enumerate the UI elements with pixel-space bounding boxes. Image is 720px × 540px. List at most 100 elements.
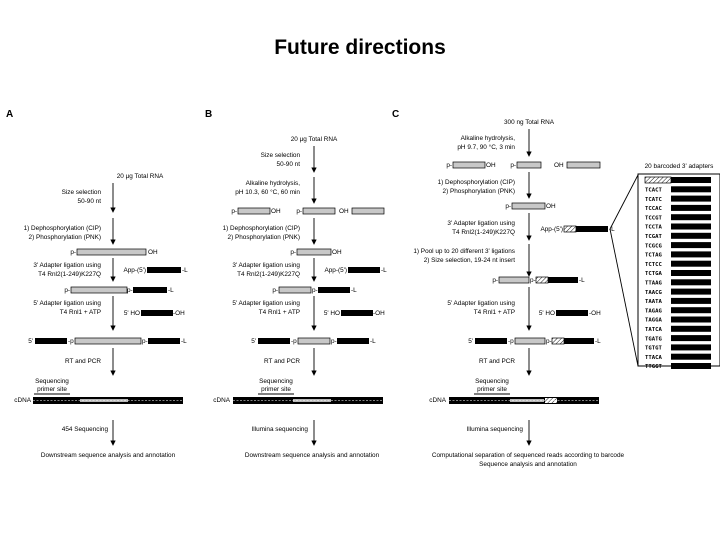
adapter-3-block — [348, 267, 380, 273]
rna-insert — [296, 248, 332, 256]
adapter-3-block — [147, 267, 181, 273]
barcode-sequence: TAATA — [645, 299, 662, 305]
barcode-adapter-block — [671, 186, 711, 193]
label-ho5: 5' HO — [539, 310, 555, 317]
panel-b: B 20 μg Total RNA Size selection 50-90 n… — [205, 109, 387, 459]
barcode-callout-line — [609, 228, 639, 367]
panel-b-rtpcr: RT and PCR — [264, 358, 300, 365]
label-oh: OH — [271, 208, 281, 215]
full-construct: 5' -p p- -L — [468, 337, 601, 345]
barcode-adapter-block — [671, 195, 711, 202]
rna-insert — [452, 161, 486, 169]
panel-c-primer-2: primer site — [477, 386, 507, 393]
barcode-adapter-block — [671, 223, 711, 230]
label-l: -L — [182, 267, 188, 274]
panel-a-dephos-1: 1) Dephosphorylation (CIP) — [24, 225, 101, 232]
panel-b-input: 20 μg Total RNA — [291, 136, 338, 143]
label-p: p- — [312, 287, 318, 294]
barcode-block — [551, 337, 565, 345]
panel-a-analysis: Downstream sequence analysis and annotat… — [41, 452, 176, 459]
rna-insert — [297, 337, 331, 345]
panel-c-dephos-2: 2) Phosphorylation (PNK) — [443, 188, 515, 195]
label-ho5: 5' HO — [324, 310, 340, 317]
cdna-duplex: cDNA — [213, 397, 383, 404]
adapter-5-block — [141, 310, 173, 316]
label-p: p- — [70, 249, 76, 256]
panel-c-input: 300 ng Total RNA — [504, 119, 555, 126]
rna-insert — [511, 202, 546, 210]
barcode-sequence: TCTAG — [645, 253, 662, 259]
rna-insert — [70, 286, 128, 294]
panel-c-hydro-1: Alkaline hydrolysis, — [461, 135, 516, 142]
adapter-5: 5' HO -OH — [124, 310, 185, 317]
panel-b-adapter5-1: 5' Adapter ligation using — [232, 300, 300, 307]
panel-c-adapter5-2: T4 Rnl1 + ATP — [474, 309, 515, 316]
adapter-5-block — [35, 338, 67, 344]
panel-a-size-sel-2: 50-90 nt — [78, 198, 102, 205]
barcode-adapter-block — [671, 279, 711, 286]
rna-insert — [74, 337, 142, 345]
panel-c-dephos-1: 1) Dephosphorylation (CIP) — [438, 179, 515, 186]
barcode-adapter-block — [671, 260, 711, 267]
label-oh: OH — [148, 249, 158, 256]
label-p: p- — [290, 249, 296, 256]
panel-a-input: 20 μg Total RNA — [117, 173, 164, 180]
barcode-adapter-block — [671, 288, 711, 295]
label-p: -p — [68, 338, 74, 345]
adapter-3-block — [564, 338, 594, 344]
cdna-duplex: cDNA — [429, 397, 599, 404]
rna-fragment: p- OH — [505, 202, 556, 210]
barcode-sequence: TTGGT — [645, 364, 662, 370]
label-cdna: cDNA — [14, 397, 31, 404]
panel-b-adapter3-1: 3' Adapter ligation using — [232, 262, 300, 269]
label-l: -L — [181, 338, 187, 345]
panel-b-dephos-2: 2) Phosphorylation (PNK) — [228, 234, 300, 241]
label-p: p- — [505, 203, 511, 210]
adapter-3: App-(5') -L — [324, 267, 387, 274]
rna-insert — [498, 276, 530, 284]
rna-insert — [76, 248, 147, 256]
barcode-adapter-block — [671, 270, 711, 276]
panel-a-adapter3-1: 3' Adapter ligation using — [33, 262, 101, 269]
barcode-sequence: TTAAG — [645, 281, 662, 287]
barcode-adapter-block — [671, 232, 711, 239]
barcode-block — [535, 276, 549, 284]
panel-b-analysis: Downstream sequence analysis and annotat… — [245, 452, 380, 459]
panel-b-primer-1: Sequencing — [259, 378, 293, 385]
label-p: p- — [492, 277, 498, 284]
panel-b-primer-2: primer site — [261, 386, 291, 393]
adapter-3-block — [148, 338, 180, 344]
label-p: p- — [510, 162, 516, 169]
panel-a-seq: 454 Sequencing — [62, 426, 109, 433]
panel-a-primer-2: primer site — [37, 386, 67, 393]
panel-c-seq: Illumina sequencing — [467, 426, 524, 433]
label-5prime: 5' — [251, 338, 256, 345]
full-construct: 5' -p p- -L — [251, 337, 376, 345]
barcode-sequence: TCTGA — [645, 271, 662, 277]
barcode-adapter-block — [671, 307, 711, 314]
barcode-adapter-block — [671, 297, 711, 304]
barcode-header-hatch — [644, 176, 672, 184]
panel-a-rtpcr: RT and PCR — [65, 358, 101, 365]
panel-c-pool-1: 1) Pool up to 20 different 3' ligations — [413, 248, 515, 255]
label-l: -L — [609, 226, 615, 233]
barcode-sequence: TGATG — [645, 336, 662, 342]
panel-a-dephos-2: 2) Phosphorylation (PNK) — [29, 234, 101, 241]
full-construct: 5' -p p- -L — [28, 337, 187, 345]
barcode-sequence: TCGCG — [645, 243, 662, 249]
panel-a-adapter5-2: T4 Rnl1 + ATP — [60, 309, 101, 316]
panel-b-size-sel-1: Size selection — [261, 152, 301, 159]
label-p: p- — [127, 287, 133, 294]
adapter-5-block — [258, 338, 290, 344]
rna-insert — [566, 161, 601, 169]
label-app: App-(5') — [540, 226, 563, 233]
panel-c-adapter3-2: T4 Rnl2(1-249)K227Q — [452, 229, 515, 236]
barcoded-adapter-3: App-(5') -L — [540, 225, 615, 233]
label-oh: -OH — [589, 310, 601, 317]
cdna-duplex: cDNA — [14, 397, 183, 404]
rna-fragment: p- OH — [290, 248, 342, 256]
rna-insert — [278, 286, 312, 294]
ligated-3: p- p- -L — [492, 276, 585, 284]
barcode-list-title: 20 barcoded 3' adapters — [645, 163, 714, 170]
